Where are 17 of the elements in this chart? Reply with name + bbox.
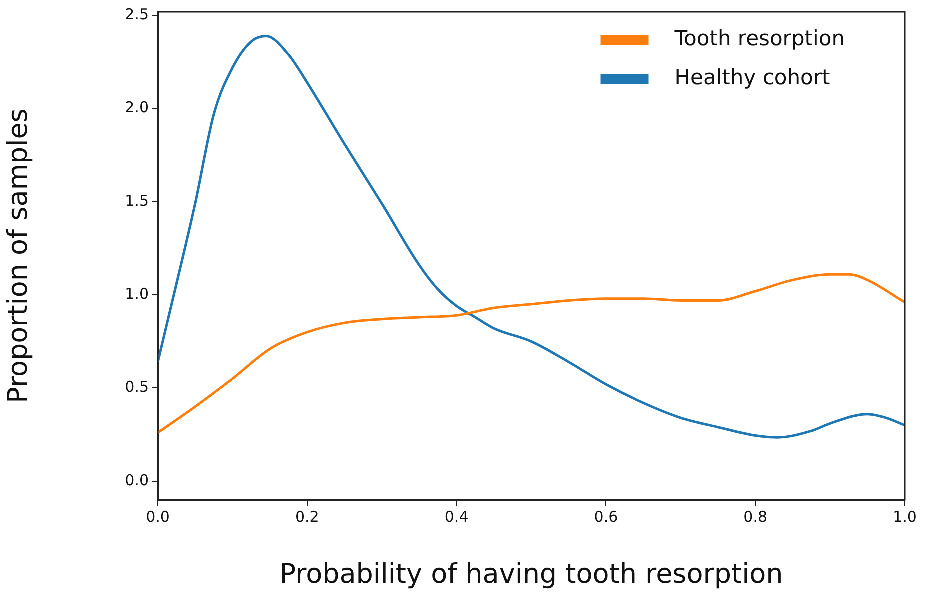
y-tick-label: 0.0 — [125, 471, 149, 490]
y-tick-label: 1.0 — [125, 285, 149, 304]
legend-label: Healthy cohort — [674, 65, 830, 90]
y-axis-title: Proportion of samples — [3, 108, 34, 404]
line-series — [158, 273, 905, 434]
x-tick-label: 0.4 — [444, 508, 469, 526]
x-axis-title: Probability of having tooth resorption — [280, 558, 784, 590]
y-tick-label: 0.5 — [125, 378, 149, 396]
x-tick-label: 0.0 — [146, 508, 170, 526]
y-tick-label: 2.5 — [125, 6, 149, 24]
x-tick-label: 0.8 — [744, 508, 768, 526]
x-tick-label: 1.0 — [893, 508, 917, 526]
y-tick-label: 1.5 — [125, 192, 149, 210]
x-tick-label: 0.2 — [295, 508, 320, 526]
legend-label: Tooth resorption — [674, 26, 846, 50]
x-tick-label: 0.6 — [594, 508, 618, 526]
y-tick-label: 2.0 — [125, 98, 149, 117]
